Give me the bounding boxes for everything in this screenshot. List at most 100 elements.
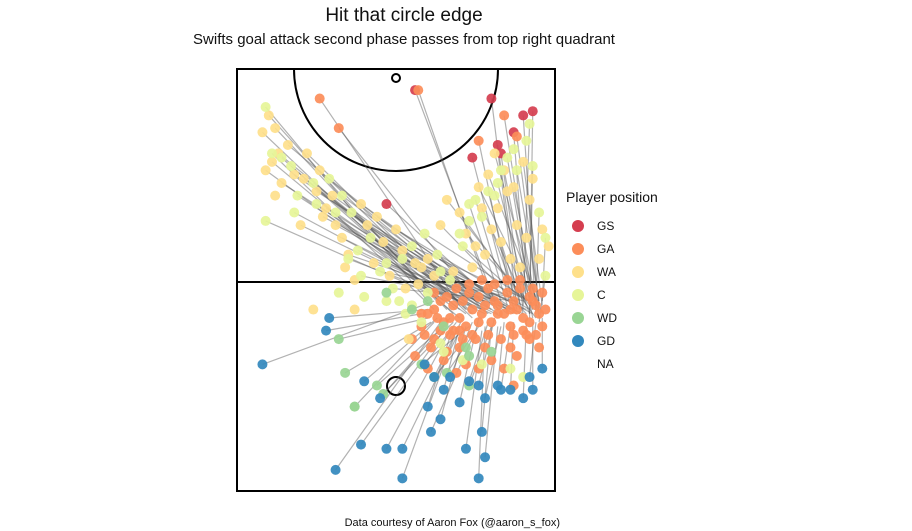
point-wa <box>537 224 548 235</box>
point-ga <box>464 287 475 298</box>
point-gd <box>473 380 484 391</box>
point-ga <box>518 325 529 336</box>
point-gs <box>527 106 538 117</box>
legend-item-wd: WD <box>566 306 658 329</box>
point-wd <box>381 287 392 298</box>
point-ga <box>489 296 500 307</box>
point-wa <box>266 156 277 167</box>
point-ga <box>508 329 519 340</box>
legend: Player position GS GA WA C WD GD NA <box>566 189 658 375</box>
point-wa <box>317 211 328 222</box>
point-c <box>438 346 449 357</box>
pass-line <box>522 123 531 306</box>
point-gd <box>445 372 456 383</box>
point-wa <box>356 199 367 210</box>
legend-key-c <box>572 288 584 301</box>
point-c <box>470 194 481 205</box>
point-c <box>464 215 475 226</box>
point-c <box>445 275 456 285</box>
point-wd <box>349 401 360 412</box>
goal-circle <box>293 68 499 172</box>
pass-line <box>424 233 537 306</box>
point-ga <box>448 300 459 311</box>
chart-title: Hit that circle edge <box>325 5 483 26</box>
pass-line <box>459 212 537 319</box>
point-c <box>454 228 465 239</box>
point-gd <box>435 414 446 425</box>
point-wa <box>543 241 554 252</box>
point-c <box>266 148 277 159</box>
point-wa <box>282 139 293 150</box>
point-c <box>492 177 503 188</box>
point-wa <box>295 220 306 231</box>
legend-item-gs: GS <box>566 214 658 237</box>
point-wa <box>391 224 401 235</box>
legend-label-gs: GS <box>597 218 615 233</box>
point-wa <box>486 224 497 235</box>
point-ga <box>489 279 500 290</box>
point-wa <box>308 304 319 315</box>
point-ga <box>540 304 551 315</box>
pass-line <box>487 191 518 310</box>
point-wa <box>311 186 322 197</box>
pass-line <box>503 115 534 302</box>
point-c <box>524 118 535 129</box>
point-gd <box>454 397 465 408</box>
point-c <box>276 152 287 163</box>
point-c <box>292 190 303 201</box>
legend-key-wa <box>572 265 584 278</box>
point-wa <box>371 211 382 222</box>
point-ga <box>473 135 484 146</box>
point-gd <box>324 312 335 323</box>
point-ga <box>425 342 436 353</box>
point-wd <box>406 304 417 315</box>
point-ga <box>429 304 440 315</box>
point-wa <box>524 194 535 205</box>
point-ga <box>515 275 526 285</box>
point-ga <box>505 304 516 315</box>
legend-item-na: NA <box>566 352 658 375</box>
point-ga <box>537 287 548 298</box>
pass-line <box>500 326 512 390</box>
point-wa <box>340 262 351 273</box>
point-c <box>375 266 386 277</box>
point-ga <box>492 308 503 319</box>
point-wd <box>460 342 471 353</box>
point-ga <box>508 296 519 307</box>
pass-line <box>265 106 429 302</box>
point-c <box>419 228 430 239</box>
point-ga <box>435 296 446 307</box>
point-wa <box>454 207 465 218</box>
pass-line <box>513 187 540 319</box>
point-ga <box>454 325 465 336</box>
pass-line <box>484 326 499 458</box>
point-c <box>489 190 500 201</box>
point-wa <box>397 245 408 256</box>
point-gs <box>518 110 529 121</box>
point-ga <box>534 342 545 353</box>
pass-line <box>522 161 543 306</box>
point-ga <box>314 93 325 104</box>
point-gd <box>381 443 392 454</box>
legend-label-c: C <box>597 287 606 302</box>
point-c <box>260 101 271 112</box>
point-ga <box>419 329 430 340</box>
point-ga <box>432 312 443 323</box>
point-gd <box>321 325 332 336</box>
goal-post-ring <box>391 73 401 83</box>
legend-label-wd: WD <box>597 310 617 325</box>
point-gd <box>375 393 386 404</box>
point-wd <box>333 334 344 345</box>
point-gd <box>397 473 408 484</box>
point-ga <box>499 110 510 121</box>
point-wa <box>336 232 347 243</box>
point-wa <box>518 156 529 167</box>
point-ga <box>511 131 522 142</box>
point-c <box>289 207 300 218</box>
point-gd <box>257 359 268 370</box>
pass-line <box>341 237 505 319</box>
legend-key-wd <box>572 311 584 324</box>
point-gd <box>438 384 449 395</box>
legend-key-na <box>572 358 584 370</box>
point-wa <box>263 110 274 121</box>
